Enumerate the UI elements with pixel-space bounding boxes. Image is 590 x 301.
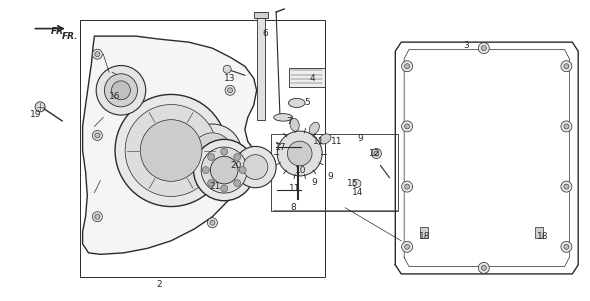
Text: 15: 15 xyxy=(347,179,359,188)
Circle shape xyxy=(104,74,137,107)
Text: 18: 18 xyxy=(537,232,549,241)
Circle shape xyxy=(35,102,45,112)
Text: 11: 11 xyxy=(313,137,324,146)
Circle shape xyxy=(234,154,241,160)
Circle shape xyxy=(405,244,409,249)
Ellipse shape xyxy=(309,122,319,134)
Ellipse shape xyxy=(290,118,299,131)
Circle shape xyxy=(201,147,247,193)
Text: 10: 10 xyxy=(295,166,307,175)
Circle shape xyxy=(243,155,268,179)
Circle shape xyxy=(125,104,217,197)
Circle shape xyxy=(481,46,486,51)
Circle shape xyxy=(223,65,231,73)
Text: 4: 4 xyxy=(310,74,316,83)
Circle shape xyxy=(228,88,232,93)
Circle shape xyxy=(564,64,569,69)
Bar xyxy=(271,134,398,211)
Circle shape xyxy=(564,184,569,189)
Circle shape xyxy=(202,166,209,174)
Circle shape xyxy=(95,133,100,138)
Text: 9: 9 xyxy=(327,172,333,181)
Circle shape xyxy=(372,148,381,159)
Bar xyxy=(289,68,325,87)
Text: 11: 11 xyxy=(289,184,301,193)
Circle shape xyxy=(235,146,276,188)
Circle shape xyxy=(402,181,412,192)
Circle shape xyxy=(208,154,215,160)
Circle shape xyxy=(405,184,409,189)
Circle shape xyxy=(225,85,235,95)
Text: 20: 20 xyxy=(230,161,242,170)
Circle shape xyxy=(564,124,569,129)
Circle shape xyxy=(95,52,100,57)
Text: FR.: FR. xyxy=(62,32,78,41)
Text: 11: 11 xyxy=(330,137,342,146)
Circle shape xyxy=(140,120,202,181)
Circle shape xyxy=(210,220,215,225)
Circle shape xyxy=(564,244,569,249)
Text: 12: 12 xyxy=(369,149,381,158)
Bar xyxy=(257,12,265,120)
Circle shape xyxy=(402,61,412,72)
Circle shape xyxy=(192,133,233,174)
Text: 16: 16 xyxy=(109,92,121,101)
Circle shape xyxy=(96,66,146,115)
Circle shape xyxy=(402,241,412,252)
Ellipse shape xyxy=(319,134,331,144)
Text: 9: 9 xyxy=(311,178,317,187)
Circle shape xyxy=(211,156,238,184)
Bar xyxy=(254,12,268,18)
Text: 8: 8 xyxy=(290,203,296,212)
Text: 17: 17 xyxy=(274,143,286,152)
Circle shape xyxy=(112,81,130,100)
Circle shape xyxy=(402,121,412,132)
Circle shape xyxy=(561,241,572,252)
Circle shape xyxy=(481,265,486,270)
Text: 2: 2 xyxy=(156,280,162,289)
Circle shape xyxy=(234,180,241,187)
Circle shape xyxy=(561,121,572,132)
Text: 21: 21 xyxy=(209,182,221,191)
Circle shape xyxy=(478,262,489,273)
Circle shape xyxy=(115,95,227,206)
Bar xyxy=(535,227,543,238)
Circle shape xyxy=(221,148,228,155)
Text: 19: 19 xyxy=(30,110,41,119)
Circle shape xyxy=(353,180,361,188)
Bar xyxy=(419,227,428,238)
Circle shape xyxy=(93,130,102,141)
Text: FR.: FR. xyxy=(51,27,67,36)
Text: 18: 18 xyxy=(419,232,431,241)
Circle shape xyxy=(478,43,489,54)
Circle shape xyxy=(95,214,100,219)
Circle shape xyxy=(561,181,572,192)
Bar xyxy=(80,20,324,277)
Circle shape xyxy=(561,61,572,72)
Circle shape xyxy=(208,218,217,228)
Circle shape xyxy=(208,180,215,187)
Ellipse shape xyxy=(274,114,293,121)
Circle shape xyxy=(93,212,102,222)
Text: 5: 5 xyxy=(304,98,310,107)
Circle shape xyxy=(277,131,322,176)
Circle shape xyxy=(374,151,379,156)
Ellipse shape xyxy=(289,98,305,107)
Circle shape xyxy=(405,64,409,69)
Circle shape xyxy=(287,141,312,166)
Circle shape xyxy=(183,124,242,183)
Text: 3: 3 xyxy=(463,41,469,50)
Circle shape xyxy=(93,49,102,59)
Text: 7: 7 xyxy=(286,117,292,126)
Circle shape xyxy=(405,124,409,129)
Circle shape xyxy=(194,139,255,201)
Text: 9: 9 xyxy=(357,134,363,143)
Circle shape xyxy=(239,166,246,174)
Text: 13: 13 xyxy=(224,74,236,83)
Circle shape xyxy=(221,185,228,192)
Text: 14: 14 xyxy=(352,188,364,197)
Text: 6: 6 xyxy=(263,29,268,38)
Polygon shape xyxy=(83,36,260,254)
